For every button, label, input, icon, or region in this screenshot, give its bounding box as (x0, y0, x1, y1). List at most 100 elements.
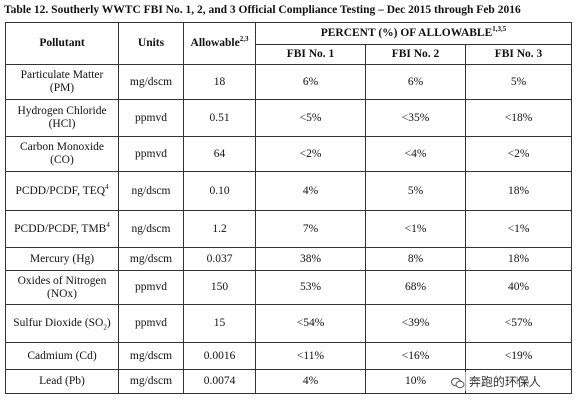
percent-cell: <19% (465, 342, 572, 370)
header-text: PERCENT (%) OF ALLOWABLE (320, 27, 493, 39)
percent-cell: 8% (365, 247, 466, 271)
footnote-ref: 4 (106, 220, 110, 229)
footnote-ref: 4 (105, 182, 109, 191)
table-title: Table 12. Southerly WWTC FBI No. 1, 2, a… (4, 4, 521, 16)
allowable-cell: 0.037 (183, 247, 256, 271)
pollutant-text: PCDD/PCDF, TMB (14, 222, 107, 235)
percent-cell: 40% (465, 270, 572, 305)
percent-cell: <54% (255, 304, 366, 343)
wechat-icon (451, 377, 465, 388)
units-cell: mg/dscm (118, 64, 184, 100)
table-row: Carbon Monoxide (CO) ppmvd 64 <2% <4% <2% (5, 136, 572, 172)
units-cell: ppmvd (118, 136, 184, 172)
table-row: Particulate Matter (PM) mg/dscm 18 6% 6% 5% (5, 64, 572, 100)
allowable-cell: 15 (183, 304, 256, 343)
header-cell: FBI No. 1 (255, 44, 366, 65)
pollutant-text: Hydrogen Chloride (HCl) (17, 105, 107, 130)
percent-cell: <35% (365, 99, 466, 137)
allowable-cell: 0.51 (183, 99, 256, 137)
pollutant-text: Carbon Monoxide (CO) (19, 141, 104, 166)
pollutant-cell: PCDD/PCDF, TEQ4 (5, 171, 119, 211)
percent-cell: <2% (465, 136, 572, 172)
table-row: PCDD/PCDF, TEQ4 ng/dscm 0.10 4% 5% 18% (5, 171, 572, 211)
percent-cell: 4% (255, 369, 366, 394)
pollutant-cell: Oxides of Nitrogen (NOx) (5, 270, 119, 305)
units-cell: mg/dscm (118, 342, 184, 370)
header-cell: PERCENT (%) OF ALLOWABLE1,3,5 (255, 22, 572, 45)
percent-cell: <39% (365, 304, 466, 343)
pollutant-text: ) (106, 317, 111, 329)
header-cell: FBI No. 2 (365, 44, 466, 65)
pollutant-text: Lead (Pb) (39, 375, 85, 387)
pollutant-cell: Particulate Matter (PM) (5, 64, 119, 100)
header-cell: FBI No. 3 (465, 44, 572, 65)
percent-cell: 5% (365, 171, 466, 211)
percent-cell: 6% (255, 64, 366, 100)
header-cell: Allowable2,3 (183, 22, 256, 65)
percent-cell: <11% (255, 342, 366, 370)
allowable-cell: 0.10 (183, 171, 256, 211)
footnote-ref: 2,3 (239, 35, 249, 44)
header-cell: Units (118, 22, 184, 65)
compliance-table: Pollutant Units Allowable2,3 PERCENT (%)… (5, 22, 572, 394)
header-text: Allowable (190, 37, 240, 49)
percent-cell: 38% (255, 247, 366, 271)
table-row: Oxides of Nitrogen (NOx) ppmvd 150 53% 68% 40… (5, 270, 572, 305)
percent-cell: 53% (255, 270, 366, 305)
percent-cell: <5% (255, 99, 366, 137)
pollutant-cell: Hydrogen Chloride (HCl) (5, 99, 119, 137)
units-cell: ppmvd (118, 270, 184, 305)
percent-cell: <57% (465, 304, 572, 343)
percent-cell: <1% (365, 210, 466, 248)
allowable-cell: 64 (183, 136, 256, 172)
pollutant-cell: Cadmium (Cd) (5, 342, 119, 370)
pollutant-cell: Lead (Pb) (5, 369, 119, 394)
watermark-text: 奔跑的环保人 (468, 375, 541, 389)
units-cell: ng/dscm (118, 171, 184, 211)
footnote-ref: 1,3,5 (492, 25, 507, 34)
percent-cell: 18% (465, 171, 572, 211)
pollutant-text: Particulate Matter (PM) (20, 69, 104, 94)
percent-cell: 4% (255, 171, 366, 211)
pollutant-cell: Carbon Monoxide (CO) (5, 136, 119, 172)
header-cell: Pollutant (5, 22, 119, 65)
table-body: Particulate Matter (PM) mg/dscm 18 6% 6% 5% Hy… (5, 64, 572, 394)
table-row: Sulfur Dioxide (SO2) ppmvd 15 <54% <39% <57% (5, 304, 572, 343)
pollutant-cell: PCDD/PCDF, TMB4 (5, 210, 119, 248)
pollutant-cell: Mercury (Hg) (5, 247, 119, 271)
pollutant-text: PCDD/PCDF, TEQ (15, 184, 106, 197)
allowable-cell: 0.0074 (183, 369, 256, 394)
pollutant-cell: Sulfur Dioxide (SO2) (5, 304, 119, 343)
allowable-cell: 18 (183, 64, 256, 100)
table-row: PCDD/PCDF, TMB4 ng/dscm 1.2 7% <1% <1% (5, 210, 572, 248)
percent-cell: <4% (365, 136, 466, 172)
percent-cell: 7% (255, 210, 366, 248)
allowable-cell: 1.2 (183, 210, 256, 248)
units-cell: ng/dscm (118, 210, 184, 248)
table-row: Cadmium (Cd) mg/dscm 0.0016 <11% <16% <19% (5, 342, 572, 370)
percent-cell: 68% (365, 270, 466, 305)
percent-cell: <2% (255, 136, 366, 172)
allowable-cell: 150 (183, 270, 256, 305)
header-text: Pollutant (39, 37, 85, 49)
watermark: 奔跑的环保人 (448, 372, 544, 391)
percent-cell: <16% (365, 342, 466, 370)
pollutant-text: Mercury (Hg) (29, 252, 95, 265)
percent-cell: 18% (465, 247, 572, 271)
units-cell: mg/dscm (118, 247, 184, 271)
pollutant-text: Oxides of Nitrogen (NOx) (17, 274, 107, 300)
percent-cell: <18% (465, 99, 572, 137)
pollutant-text: Cadmium (Cd) (27, 349, 97, 362)
header-text: Units (137, 37, 165, 49)
percent-cell: 5% (465, 64, 572, 100)
percent-cell: 6% (365, 64, 466, 100)
units-cell: ppmvd (118, 99, 184, 137)
percent-cell: <1% (465, 210, 572, 248)
table-row: Hydrogen Chloride (HCl) ppmvd 0.51 <5% <35% <… (5, 99, 572, 137)
units-cell: mg/dscm (118, 369, 184, 394)
pollutant-text: Sulfur Dioxide (SO (13, 317, 104, 329)
subscript: 2 (103, 323, 107, 332)
table-row: Mercury (Hg) mg/dscm 0.037 38% 8% 18% (5, 247, 572, 271)
